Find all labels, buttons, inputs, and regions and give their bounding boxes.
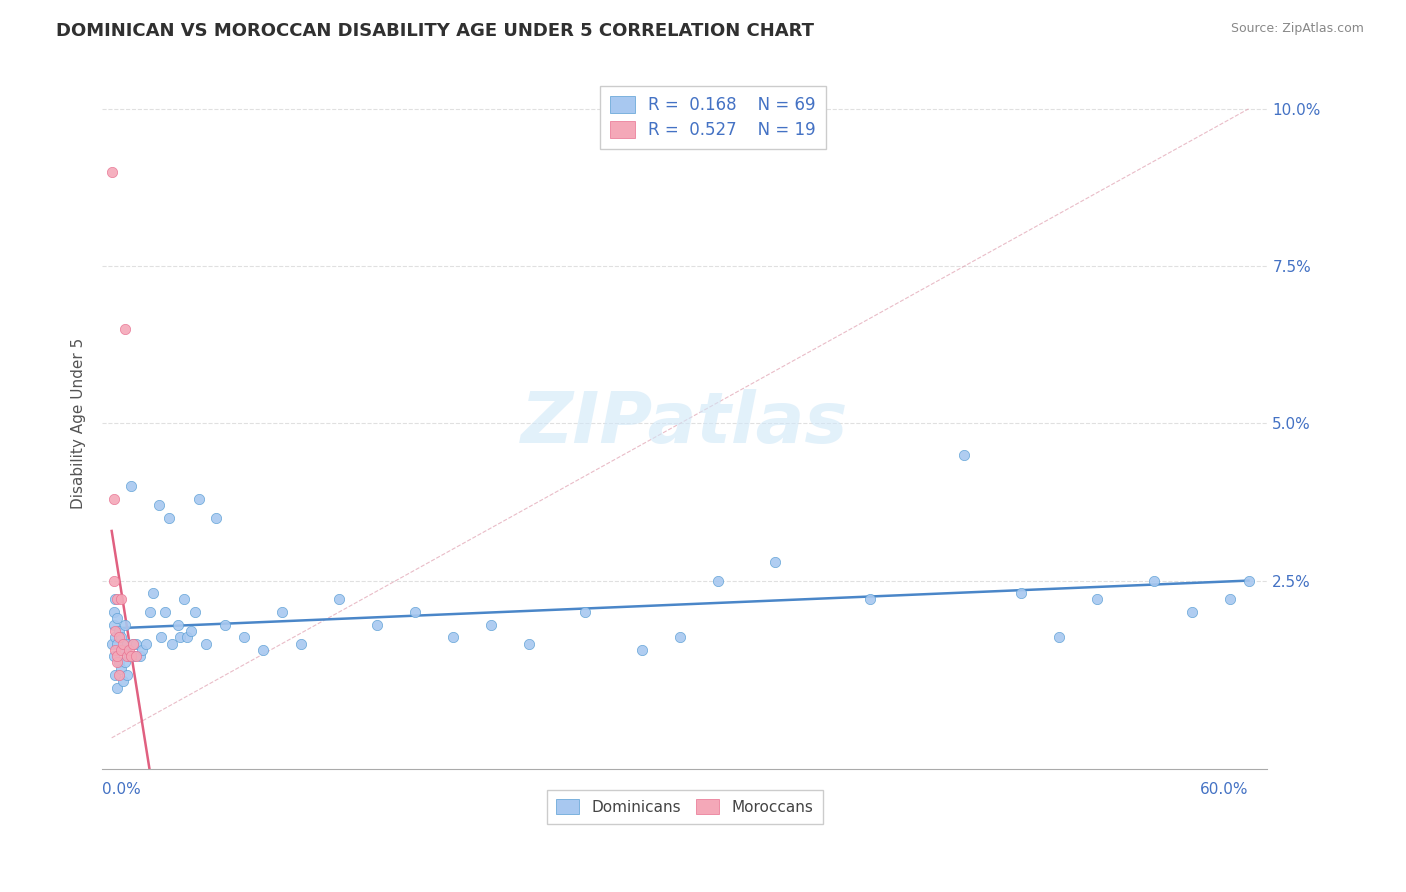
Legend: Dominicans, Moroccans: Dominicans, Moroccans (547, 789, 823, 824)
Point (1085, 592, 1108, 607)
Point (104, 624, 127, 638)
Point (125, 636, 148, 650)
Point (1047, 630, 1070, 644)
Point (103, 605, 125, 619)
Point (121, 636, 143, 650)
Point (108, 624, 131, 638)
Point (105, 681, 128, 695)
Point (187, 491, 209, 506)
Point (131, 642, 153, 657)
Point (118, 649, 141, 664)
Point (110, 642, 132, 657)
Point (707, 574, 730, 588)
Point (173, 592, 195, 607)
Point (328, 592, 350, 607)
Point (157, 510, 180, 524)
Point (517, 636, 540, 650)
Point (112, 636, 135, 650)
Point (479, 617, 502, 632)
Point (105, 636, 128, 650)
Point (149, 630, 172, 644)
Text: DOMINICAN VS MOROCCAN DISABILITY AGE UNDER 5 CORRELATION CHART: DOMINICAN VS MOROCCAN DISABILITY AGE UND… (56, 22, 814, 40)
Point (1143, 574, 1166, 588)
Point (108, 630, 131, 644)
Point (105, 611, 128, 625)
Point (114, 617, 136, 632)
Point (214, 617, 236, 632)
Point (121, 636, 143, 650)
Point (110, 662, 132, 676)
Point (271, 605, 294, 619)
Point (953, 448, 976, 462)
Point (118, 642, 141, 657)
Point (167, 617, 190, 632)
Point (205, 510, 228, 524)
Point (124, 649, 146, 664)
Point (1237, 574, 1260, 588)
Text: 0.0%: 0.0% (103, 782, 141, 797)
Text: Source: ZipAtlas.com: Source: ZipAtlas.com (1230, 22, 1364, 36)
Point (162, 636, 184, 650)
Text: ZIPatlas: ZIPatlas (522, 389, 849, 458)
Point (120, 479, 142, 493)
Point (1181, 605, 1204, 619)
Point (112, 674, 135, 689)
Point (104, 668, 127, 682)
Y-axis label: Disability Age Under 5: Disability Age Under 5 (72, 338, 86, 509)
Point (441, 630, 464, 644)
Point (114, 322, 136, 336)
Point (100, 636, 122, 650)
Point (631, 642, 654, 657)
Point (105, 656, 128, 670)
Point (129, 649, 152, 664)
Point (404, 605, 426, 619)
Point (669, 630, 692, 644)
Point (138, 605, 160, 619)
Point (125, 649, 148, 664)
Point (103, 574, 125, 588)
Point (180, 624, 202, 638)
Point (110, 592, 132, 607)
Point (105, 649, 128, 664)
Point (252, 642, 274, 657)
Point (366, 617, 388, 632)
Point (114, 656, 136, 670)
Point (574, 605, 596, 619)
Text: 60.0%: 60.0% (1199, 782, 1249, 797)
Point (169, 630, 191, 644)
Point (115, 668, 138, 682)
Point (148, 498, 170, 512)
Point (233, 630, 256, 644)
Point (108, 668, 131, 682)
Point (105, 592, 128, 607)
Point (115, 649, 138, 664)
Point (142, 586, 165, 600)
Point (176, 630, 198, 644)
Point (103, 649, 125, 664)
Point (290, 636, 312, 650)
Point (115, 636, 138, 650)
Point (858, 592, 880, 607)
Point (112, 642, 135, 657)
Point (1010, 586, 1032, 600)
Point (108, 656, 131, 670)
Point (104, 630, 127, 644)
Point (103, 617, 125, 632)
Point (135, 636, 157, 650)
Point (104, 592, 127, 607)
Point (1219, 592, 1241, 607)
Point (100, 165, 122, 179)
Point (103, 491, 125, 506)
Point (763, 555, 786, 569)
Point (120, 649, 142, 664)
Point (153, 605, 176, 619)
Point (110, 630, 132, 644)
Point (104, 642, 127, 657)
Point (184, 605, 207, 619)
Point (195, 636, 218, 650)
